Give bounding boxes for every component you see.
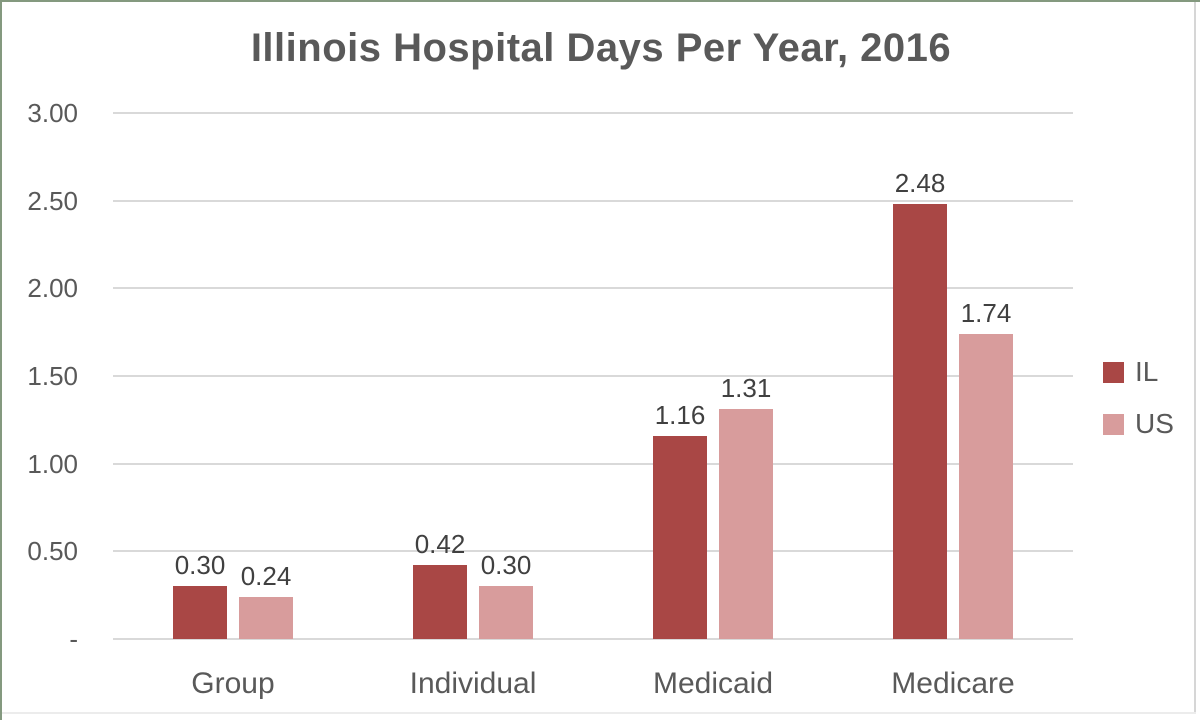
y-axis-tick-label: - (69, 624, 78, 654)
chart-title: Illinois Hospital Days Per Year, 2016 (250, 26, 952, 70)
x-axis-label-individual: Individual (409, 667, 537, 700)
gridline-0-50 (113, 550, 1073, 553)
value-label-il-group: 0.30 (174, 550, 226, 581)
bar-il-individual (413, 565, 467, 639)
legend-label-il: IL (1135, 356, 1159, 387)
bar-il-group (173, 586, 227, 639)
legend-label-us: US (1135, 408, 1174, 439)
bar-us-medicaid (719, 409, 773, 639)
value-label-il-medicaid: 1.16 (654, 399, 706, 430)
x-axis-label-group: Group (191, 667, 275, 700)
legend-swatch-il (1103, 361, 1124, 383)
gridline-1-00 (113, 462, 1073, 465)
frame-edge-bottom (2, 712, 1196, 714)
gridline-2-50 (113, 199, 1073, 202)
value-label-il-individual: 0.42 (414, 529, 466, 560)
y-axis-tick-label: 2.00 (27, 273, 78, 304)
gridline-1-50 (113, 375, 1073, 377)
bar-us-group (239, 596, 293, 639)
y-axis-tick-label: 1.50 (27, 361, 78, 391)
value-label-il-medicare: 2.48 (894, 168, 946, 199)
bar-il-medicaid (653, 435, 707, 639)
value-label-us-medicaid: 1.31 (720, 373, 772, 404)
gridline-3-00 (113, 112, 1073, 114)
bar-us-individual (479, 586, 533, 639)
legend-item-us: US (1103, 408, 1174, 440)
gridline-- (113, 638, 1073, 640)
bar-il-medicare (893, 204, 947, 639)
bar-us-medicare (959, 333, 1013, 639)
x-axis-label-medicare: Medicare (891, 667, 1015, 700)
legend-item-il: IL (1103, 356, 1174, 388)
value-label-us-individual: 0.30 (480, 550, 532, 581)
y-axis-tick-label: 1.00 (27, 448, 78, 479)
y-axis-tick-label: 0.50 (27, 536, 78, 567)
x-axis-label-medicaid: Medicaid (652, 667, 774, 700)
y-axis-tick-label: 3.00 (27, 98, 78, 128)
legend-swatch-us (1103, 413, 1124, 435)
gridline-2-00 (113, 287, 1073, 290)
value-label-us-group: 0.24 (240, 560, 292, 591)
value-label-us-medicare: 1.74 (960, 297, 1012, 328)
y-axis-tick-label: 2.50 (27, 185, 78, 216)
legend: IL US (1103, 356, 1174, 440)
frame-edge-right (1194, 2, 1196, 714)
